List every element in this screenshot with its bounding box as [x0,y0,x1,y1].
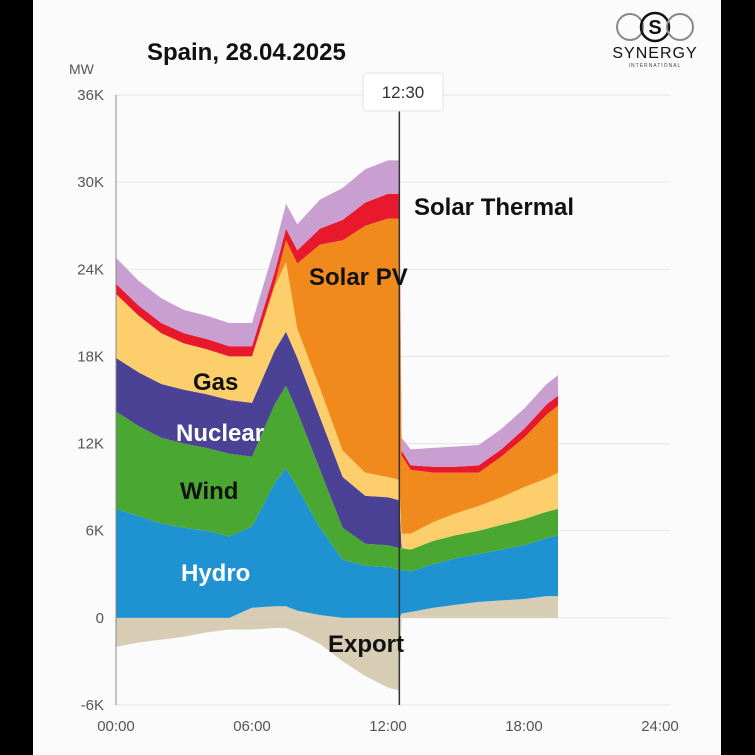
x-tick-label: 12:00 [369,718,407,735]
synergy-logo: S SYNERGY INTERNATIONAL [612,11,697,69]
y-tick-label: 12K [77,436,104,453]
series-label-nuclear: Nuclear [176,420,264,447]
svg-text:SYNERGY: SYNERGY [612,45,697,62]
series-label-solar-pv: Solar PV [309,264,408,291]
x-tick-labels: 00:00 06:00 12:00 18:00 24:00 [97,718,679,735]
area-layers [116,160,558,691]
time-marker-box [362,72,444,112]
area-wind [116,385,558,572]
series-label-solar-thermal: Solar Thermal [414,194,574,221]
area-hydro [116,468,558,618]
x-tick-label: 24:00 [641,718,679,735]
y-tick-label: 18K [77,348,104,365]
y-tick-labels: -6K 0 6K 12K 18K 24K 30K 36K [77,87,104,714]
x-tick-label: 18:00 [505,718,543,735]
area-gas [116,262,558,550]
y-tick-label: 36K [77,87,104,104]
area-top [116,160,558,467]
y-tick-label: -6K [81,697,104,714]
chart-frame: -6K 0 6K 12K 18K 24K 30K 36K 00:00 06:00 12:00 18:… [33,0,721,755]
time-marker-label: 12:30 [382,83,425,102]
y-tick-label: 30K [77,174,104,191]
series-label-hydro: Hydro [181,560,250,587]
area-export [116,617,558,691]
y-tick-label: 6K [86,523,104,540]
y-tick-label: 0 [96,610,104,627]
area-nuclear [116,331,558,550]
series-label-wind: Wind [180,478,238,505]
svg-text:S: S [648,17,661,39]
chart-title: Spain, 28.04.2025 [147,39,346,66]
area-import [116,596,558,618]
x-tick-label: 06:00 [233,718,271,735]
y-axis-unit: MW [69,61,95,77]
series-label-export: Export [328,631,404,658]
x-tick-label: 00:00 [97,718,135,735]
y-tick-label: 24K [77,261,104,278]
svg-text:INTERNATIONAL: INTERNATIONAL [629,63,682,69]
area-solar-thermal [116,193,558,473]
series-label-gas: Gas [193,369,238,396]
area-solar-pv [116,218,558,534]
chart: -6K 0 6K 12K 18K 24K 30K 36K 00:00 06:00 12:00 18:… [69,11,697,735]
